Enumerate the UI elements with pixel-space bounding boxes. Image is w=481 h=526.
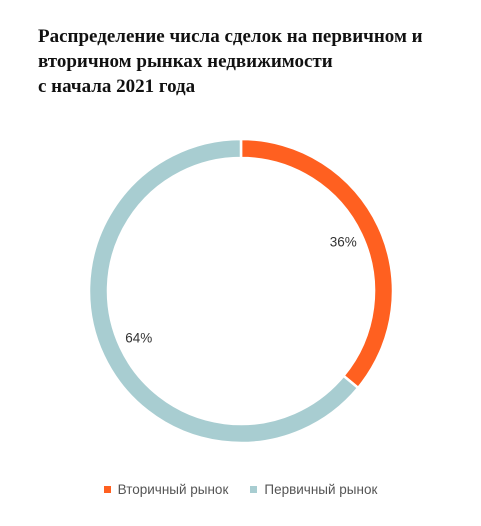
donut-slice-primary[interactable] [87,137,360,445]
legend-item-primary[interactable]: Первичный рынок [250,482,377,497]
chart-title-line-1: Распределение числа сделок на первичном … [38,26,423,47]
donut-slices [87,137,395,445]
chart-legend: Вторичный рынок Первичный рынок [0,482,481,497]
chart-title: Распределение числа сделок на первичном … [38,24,468,99]
legend-label-primary: Первичный рынок [264,482,378,497]
donut-slice-secondary[interactable] [239,137,395,390]
data-label-secondary: 36% [330,234,357,249]
data-label-primary: 64% [125,331,152,346]
legend-label-secondary: Вторичный рынок [117,482,229,497]
chart-title-line-2: вторичном рынках недвижимости [38,51,333,72]
legend-item-secondary[interactable]: Вторичный рынок [103,482,229,497]
legend-swatch-primary [250,486,258,493]
donut-data-labels: 36% 64% [125,234,357,345]
legend-swatch-secondary [103,486,111,493]
chart-title-line-3: с начала 2021 года [38,76,196,97]
